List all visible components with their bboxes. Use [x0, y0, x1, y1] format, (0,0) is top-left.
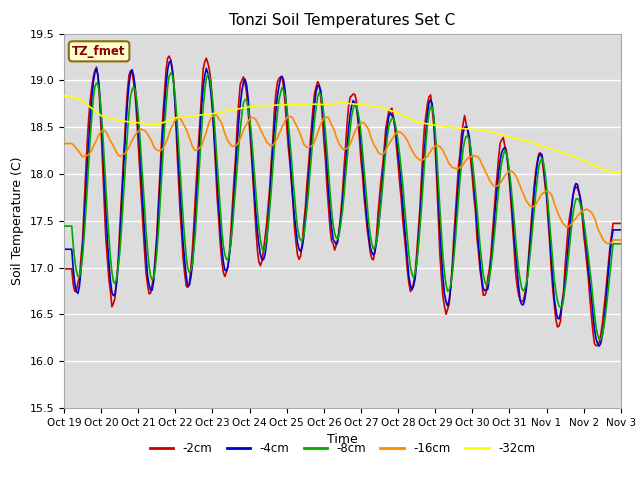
Y-axis label: Soil Temperature (C): Soil Temperature (C)	[11, 156, 24, 285]
Legend: -2cm, -4cm, -8cm, -16cm, -32cm: -2cm, -4cm, -8cm, -16cm, -32cm	[145, 438, 540, 460]
X-axis label: Time: Time	[327, 433, 358, 446]
Title: Tonzi Soil Temperatures Set C: Tonzi Soil Temperatures Set C	[229, 13, 456, 28]
Text: TZ_fmet: TZ_fmet	[72, 45, 126, 58]
